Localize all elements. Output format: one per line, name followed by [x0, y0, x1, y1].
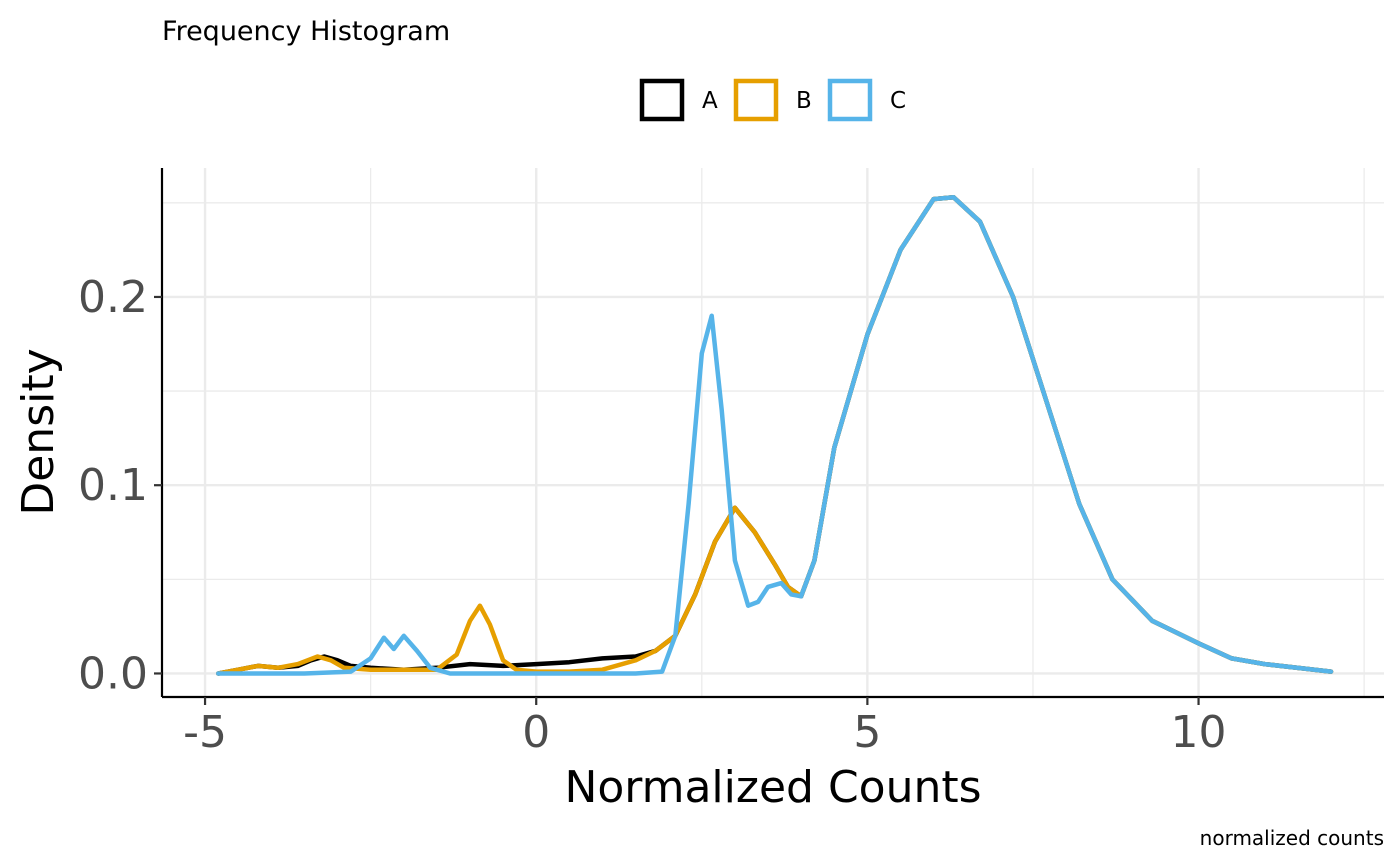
legend-key-c — [827, 78, 873, 122]
x-tick-label: 5 — [853, 707, 881, 758]
density-line-a — [216, 194, 1334, 676]
series-layer — [216, 194, 1334, 676]
legend-label-b: B — [796, 88, 812, 114]
y-tick-label: 0.0 — [78, 648, 148, 699]
density-line-b — [216, 194, 1334, 676]
caption: normalized counts — [1200, 826, 1384, 850]
y-tick-label: 0.2 — [78, 272, 148, 323]
x-tick-label: 10 — [1171, 707, 1227, 758]
grid — [162, 168, 1384, 697]
legend-label-c: C — [890, 88, 906, 114]
legend-label-a: A — [702, 88, 718, 114]
chart-title: Frequency Histogram — [162, 16, 450, 47]
y-axis-label: Density — [13, 348, 64, 515]
legend: A B C — [639, 78, 906, 122]
legend-key-a — [639, 78, 685, 122]
y-tick-label: 0.1 — [78, 460, 148, 511]
x-tick-label: 0 — [522, 707, 550, 758]
x-axis-label: Normalized Counts — [564, 762, 981, 813]
legend-key-b — [733, 78, 779, 122]
axes: -5 0 5 10 0.0 0.1 0.2 — [78, 168, 1384, 758]
density-line-c — [216, 194, 1334, 676]
x-tick-label: -5 — [183, 707, 227, 758]
